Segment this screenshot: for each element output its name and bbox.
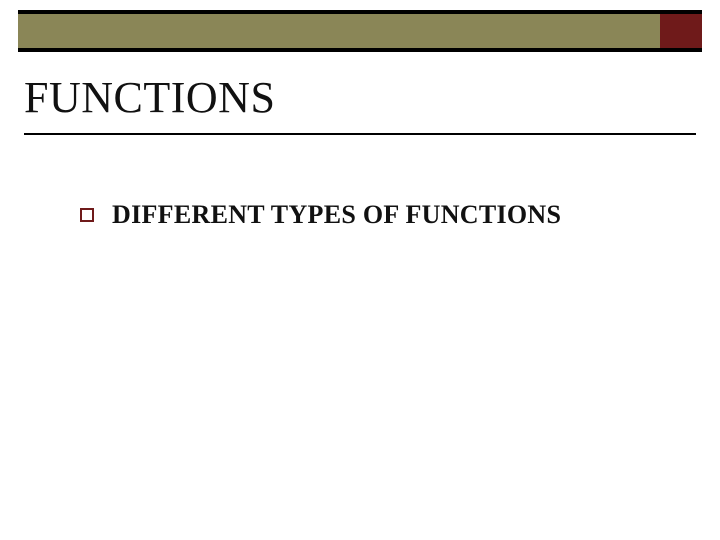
title-underline (24, 133, 696, 135)
content-area: DIFFERENT TYPES OF FUNCTIONS (80, 200, 680, 230)
bullet-square-icon (80, 208, 94, 222)
bullet-label: DIFFERENT TYPES OF FUNCTIONS (112, 200, 561, 230)
decorative-top-accent (660, 10, 702, 52)
list-item: DIFFERENT TYPES OF FUNCTIONS (80, 200, 680, 230)
decorative-top-band (18, 10, 702, 52)
title-block: FUNCTIONS (24, 72, 696, 135)
slide-title: FUNCTIONS (24, 72, 696, 131)
